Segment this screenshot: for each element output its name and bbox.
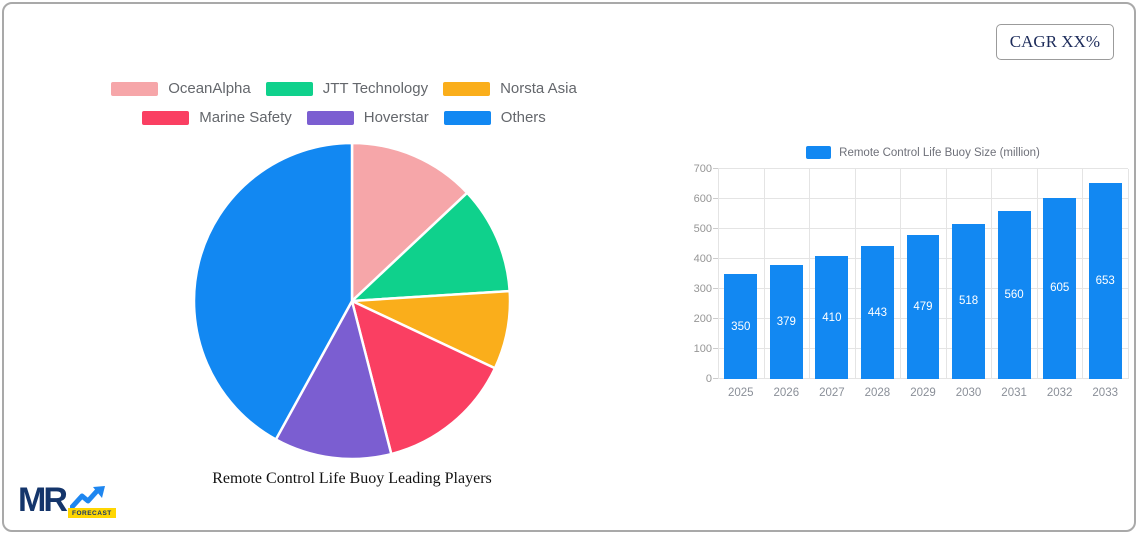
v-gridline [718,169,719,379]
bar-plot-area: 0 100 200 300 400 500 600 700 350 379 410 443 479 518… [694,163,1129,385]
y-tick-mark [713,198,718,199]
y-tick-mark [713,318,718,319]
pie-slice-oceanalpha[interactable] [350,141,469,303]
x-axis-label-2031: 2031 [1001,387,1027,399]
bar-legend-item[interactable]: Remote Control Life Buoy Size (million) [718,146,1128,159]
x-axis-label-2030: 2030 [955,387,982,399]
y-axis-label: 600 [693,193,712,205]
bar-value-label: 605 [1050,282,1070,295]
y-axis-label: 100 [693,343,712,355]
x-axis-label-2033: 2033 [1092,387,1118,399]
pie-legend-row: Marine Safety Hoverstar Others [44,107,644,128]
v-gridline [900,169,902,379]
legend-label: Others [500,109,546,126]
bar-2028[interactable]: 443 [861,246,894,379]
pie-chart [192,141,512,461]
bar-chart-panel: Remote Control Life Buoy Size (million) … [684,146,1129,403]
cagr-badge: CAGR XX% [995,24,1114,60]
bar-value-label: 350 [731,320,751,333]
legend-item-hoverstar[interactable]: Hoverstar [306,107,429,128]
x-axis-label-2026: 2026 [773,387,800,399]
legend-swatch [443,81,491,96]
legend-swatch [111,81,159,96]
bar-2032[interactable]: 605 [1043,197,1077,379]
legend-item-oceanalpha[interactable]: OceanAlpha [111,78,251,99]
h-gridline [718,228,1128,229]
logo-tagline-badge: FORECAST [68,508,116,518]
y-axis-label: 300 [693,283,712,295]
pie-slice-others[interactable] [192,141,354,441]
x-axis-label-2032: 2032 [1046,387,1073,399]
y-axis-label: 700 [693,163,712,175]
legend-label: Marine Safety [199,109,292,126]
bar-value-label: 653 [1095,275,1115,288]
trend-arrow-icon [69,486,106,515]
y-tick-mark [713,228,718,229]
v-gridline [763,169,765,379]
bar-value-label: 443 [867,306,888,319]
y-tick-mark [713,288,718,289]
bar-value-label: 379 [776,316,796,329]
legend-item-others[interactable]: Others [443,107,546,128]
x-axis-label-2029: 2029 [910,387,936,399]
legend-swatch [443,110,491,125]
y-tick-mark [713,168,718,169]
pie-slice-hoverstar[interactable] [274,299,393,461]
v-gridline [854,169,856,379]
pie-legend-row: OceanAlpha JTT Technology Norsta Asia [44,78,644,99]
v-gridline [809,169,811,379]
x-axis-label-2027: 2027 [819,387,845,399]
logo-brand-text: MR [18,481,68,519]
bar-value-label: 479 [913,301,933,314]
bar-2033[interactable]: 653 [1088,183,1122,379]
legend-swatch [142,110,190,125]
legend-swatch [265,81,313,96]
pie-chart-title: Remote Control Life Buoy Leading Players [212,470,492,487]
y-tick-mark [713,258,718,259]
pie-slice-jtt-technology[interactable] [350,191,511,303]
bar-2029[interactable]: 479 [906,235,940,379]
x-axis-label-2028: 2028 [864,387,891,399]
y-axis-label: 400 [693,253,712,265]
legend-item-norsta-asia[interactable]: Norsta Asia [443,78,577,99]
bar-x-axis-labels: 2025 2026 2027 2028 2029 2030 2031 2032 2033 [718,387,1128,403]
bar-2030[interactable]: 518 [952,223,985,379]
v-gridline [991,169,993,379]
y-axis-label: 0 [705,373,712,385]
v-gridline [945,169,947,379]
bar-value-label: 560 [1004,289,1024,301]
bar-2027[interactable]: 410 [815,256,849,379]
v-gridline [1128,169,1129,379]
bar-legend-swatch [806,146,832,159]
bar-legend-label: Remote Control Life Buoy Size (million) [839,146,1040,159]
h-gridline [718,198,1128,199]
y-tick-mark [713,378,718,379]
y-axis-label: 500 [693,223,712,235]
legend-item-jtt-technology[interactable]: JTT Technology [265,78,429,99]
pie-slice-marine-safety[interactable] [350,299,497,456]
pie-legend: OceanAlpha JTT Technology Norsta Asia Marin… [44,78,644,136]
brand-logo: MR FORECAST [18,481,116,522]
v-gridline [1036,169,1038,379]
bar-value-label: 518 [958,295,979,308]
bar-2026[interactable]: 379 [769,265,803,379]
h-gridline [718,168,1128,169]
legend-swatch [306,110,354,125]
legend-label: Norsta Asia [500,80,577,97]
v-gridline [1082,169,1084,379]
y-axis-label: 200 [693,313,712,325]
bar-2031[interactable]: 560 [997,211,1031,379]
legend-label: JTT Technology [322,80,429,97]
legend-label: Hoverstar [363,109,429,126]
legend-item-marine-safety[interactable]: Marine Safety [142,107,292,128]
x-axis-label-2025: 2025 [727,387,754,399]
legend-label: OceanAlpha [168,80,251,97]
bar-2025[interactable]: 350 [724,274,758,379]
bar-value-label: 410 [822,311,842,324]
y-tick-mark [713,348,718,349]
